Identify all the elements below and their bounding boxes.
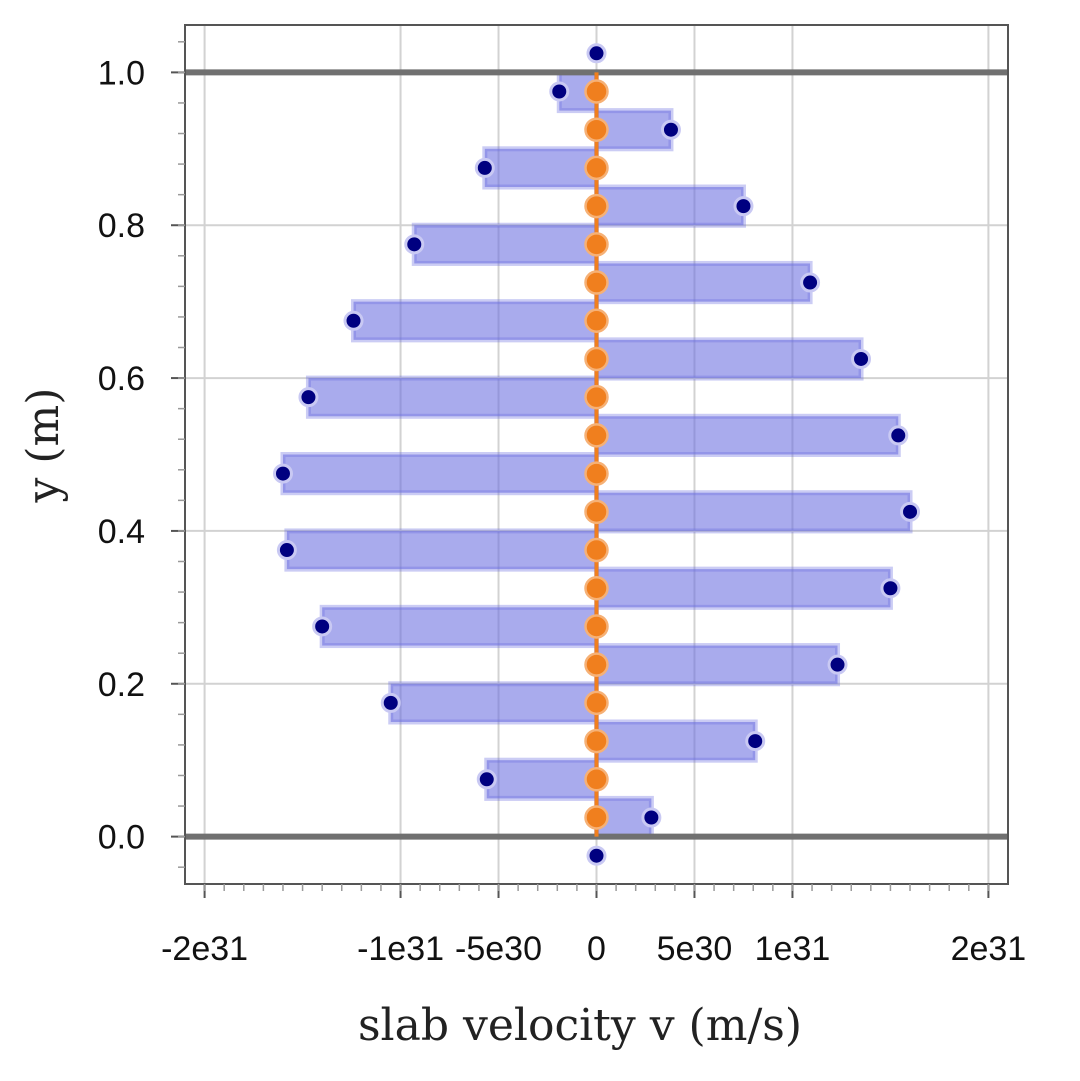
velocity-point — [888, 425, 909, 446]
slab-bar — [482, 146, 599, 190]
velocity-point — [851, 348, 872, 369]
slab-bar — [594, 413, 901, 458]
center-point — [584, 461, 609, 486]
x-tick-label: -2e31 — [161, 930, 248, 968]
velocity-point — [276, 540, 297, 561]
center-point — [584, 767, 609, 792]
velocity-point — [800, 272, 821, 293]
velocity-point — [474, 157, 495, 178]
center-point — [584, 614, 609, 639]
y-tick-label: 0.4 — [98, 513, 145, 551]
center-point — [584, 232, 609, 257]
velocity-point — [745, 731, 766, 752]
slab-bar — [484, 757, 599, 801]
center-point — [584, 537, 609, 563]
center-point — [584, 384, 609, 410]
velocity-point — [549, 81, 570, 102]
center-point — [584, 652, 609, 677]
slab-bar — [594, 184, 746, 228]
velocity-point — [586, 43, 607, 64]
center-point — [584, 575, 609, 601]
slab-bar — [594, 337, 864, 381]
velocity-point — [312, 616, 333, 637]
velocity-point — [380, 692, 401, 713]
center-point — [584, 728, 609, 754]
x-tick-label: 1e31 — [755, 930, 831, 968]
slab-bar — [594, 719, 758, 763]
velocity-point — [827, 654, 848, 675]
y-tick-label: 0.6 — [98, 360, 145, 398]
center-point — [584, 155, 609, 181]
velocity-point — [298, 387, 319, 408]
slab-bar — [594, 490, 913, 534]
y-tick-label: 0.2 — [98, 666, 145, 704]
velocity-point — [900, 501, 921, 522]
y-tick-label: 0.8 — [98, 207, 145, 245]
center-point — [584, 270, 609, 295]
center-point — [584, 79, 609, 104]
x-tick-label: -5e30 — [455, 930, 542, 968]
slab-bar — [351, 299, 599, 343]
slab-bar — [305, 375, 599, 419]
x-tick-label: 2e31 — [951, 930, 1027, 968]
velocity-point — [733, 196, 754, 217]
slab-bar — [594, 643, 841, 687]
tick-labels: -2e31 -1e31 -5e30 0 5e30 1e31 2e31 0.0 0.2 0.4 0.6… — [98, 54, 1026, 968]
center-points — [584, 79, 609, 830]
velocity-point — [404, 234, 425, 255]
center-point — [584, 308, 609, 334]
slab-bar — [284, 528, 599, 572]
velocity-point — [641, 807, 662, 828]
center-point — [584, 193, 609, 219]
x-tick-label: 5e30 — [657, 930, 733, 968]
axis-ticks — [171, 41, 990, 898]
x-tick-label: -1e31 — [357, 930, 444, 968]
center-point — [584, 423, 609, 448]
y-tick-label: 0.0 — [98, 819, 145, 857]
y-tick-label: 1.0 — [98, 54, 145, 92]
center-point — [584, 117, 609, 142]
slab-bar — [411, 222, 599, 266]
x-axis-title: slab velocity v (m/s) — [358, 1000, 802, 1051]
velocity-point — [272, 463, 293, 484]
center-point — [584, 805, 609, 830]
slab-bar — [594, 566, 893, 610]
center-point — [584, 499, 609, 525]
velocity-point — [586, 845, 607, 866]
velocity-point — [343, 310, 364, 331]
velocity-point — [880, 578, 901, 599]
slab-bar — [280, 452, 599, 496]
slab-bar — [319, 604, 599, 649]
y-axis-title: y (m) — [18, 388, 69, 504]
center-point — [584, 346, 609, 372]
velocity-points — [272, 43, 921, 866]
slab-bar — [594, 260, 813, 305]
x-tick-label: 0 — [587, 930, 606, 968]
velocity-point — [476, 769, 497, 790]
velocity-point — [660, 119, 681, 140]
slab-bar — [388, 681, 599, 725]
center-point — [584, 690, 609, 716]
